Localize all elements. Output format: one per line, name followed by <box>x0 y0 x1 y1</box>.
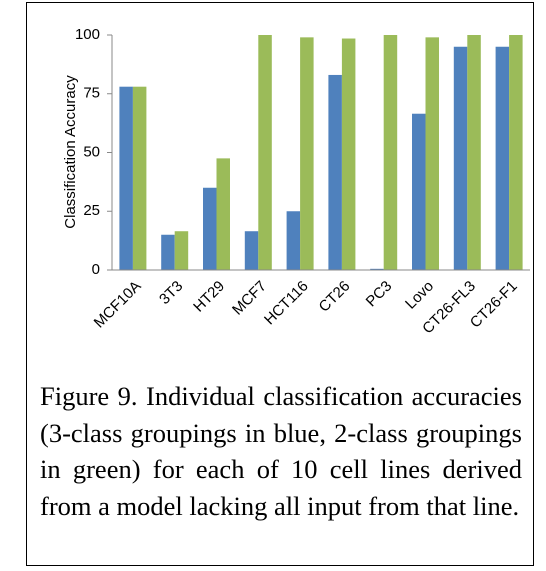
chart: Classification Accuracy 0 25 50 75 100 MCF10A… <box>62 26 530 337</box>
figure-frame <box>26 2 534 566</box>
bar <box>509 35 523 270</box>
y-tick-label: 75 <box>83 85 100 102</box>
x-tick-label: PC3 <box>363 278 396 311</box>
bar <box>300 37 314 270</box>
bar <box>216 158 230 270</box>
y-tick-label: 0 <box>92 261 100 278</box>
bar <box>286 211 301 270</box>
bar <box>341 38 356 271</box>
bar <box>244 231 259 270</box>
y-axis-label: Classification Accuracy <box>62 75 79 229</box>
bar <box>453 46 468 270</box>
y-tick-label: 25 <box>83 202 100 219</box>
bar <box>412 113 426 270</box>
bar <box>495 46 510 270</box>
bar <box>119 86 133 270</box>
bar <box>203 187 217 270</box>
y-tick-label: 50 <box>83 143 100 160</box>
bar <box>383 35 398 270</box>
bar <box>370 268 384 270</box>
x-tick-label: MCF10A <box>91 278 145 332</box>
bar <box>132 86 147 270</box>
bar <box>161 234 175 270</box>
bar <box>425 37 439 270</box>
x-tick-label: 3T3 <box>156 278 186 308</box>
y-tick-label: 100 <box>75 26 100 43</box>
bar <box>174 231 189 270</box>
x-tick-label: Lovo <box>402 278 437 313</box>
x-tick-label: HCT116 <box>261 278 312 329</box>
caption: Figure 9. Individual classification accu… <box>40 381 522 521</box>
bar <box>258 35 272 270</box>
bar <box>467 35 481 270</box>
bar <box>328 74 342 270</box>
x-tick-label: CT26 <box>316 278 354 316</box>
x-tick-label: HT29 <box>190 278 228 316</box>
